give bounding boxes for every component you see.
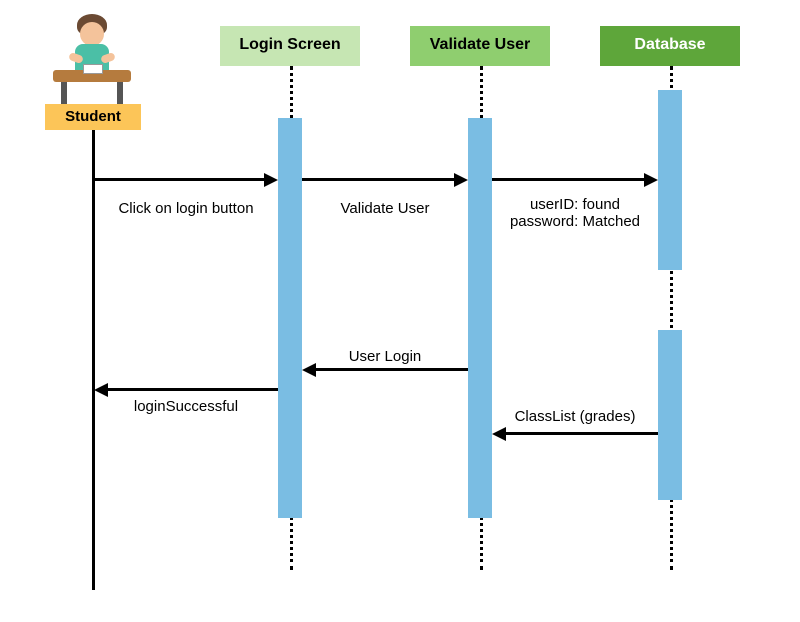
activation-database-1 <box>658 330 682 500</box>
message-arrow <box>492 178 644 181</box>
arrowhead-icon <box>644 173 658 187</box>
lifeline-student <box>92 130 95 590</box>
message-label: User Login <box>302 348 468 365</box>
message-label: ClassList (grades) <box>492 408 658 425</box>
arrowhead-icon <box>94 383 108 397</box>
activation-database-0 <box>658 90 682 270</box>
message-arrow <box>316 368 468 371</box>
activation-validate-user <box>468 118 492 518</box>
header-student: Student <box>45 104 141 130</box>
header-validate-user: Validate User <box>410 26 550 66</box>
message-arrow <box>108 388 278 391</box>
activation-login-screen <box>278 118 302 518</box>
message-label: Click on login button <box>94 200 278 217</box>
message-arrow <box>302 178 454 181</box>
message-label: Validate User <box>302 200 468 217</box>
arrowhead-icon <box>264 173 278 187</box>
message-arrow <box>94 178 264 181</box>
message-label: userID: found password: Matched <box>492 196 658 230</box>
message-label: loginSuccessful <box>94 398 278 415</box>
arrowhead-icon <box>454 173 468 187</box>
header-login-screen: Login Screen <box>220 26 360 66</box>
message-arrow <box>506 432 658 435</box>
student-label: Student <box>65 108 121 125</box>
student-illustration <box>47 14 137 104</box>
arrowhead-icon <box>492 427 506 441</box>
header-database: Database <box>600 26 740 66</box>
